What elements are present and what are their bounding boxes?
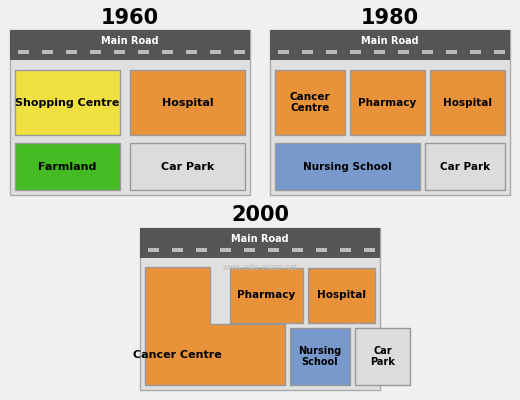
Bar	[398, 50, 409, 54]
Text: Main Road: Main Road	[101, 36, 159, 46]
Bar	[42, 50, 53, 54]
Text: Hospital: Hospital	[443, 98, 492, 108]
Text: Hospital: Hospital	[317, 290, 366, 300]
Bar	[275, 70, 345, 135]
Bar	[270, 30, 510, 60]
Text: Cancer
Centre: Cancer Centre	[290, 92, 330, 113]
Text: Main Road: Main Road	[231, 234, 289, 244]
Bar	[350, 50, 361, 54]
Bar	[138, 50, 149, 54]
Text: Nursing
School: Nursing School	[298, 346, 342, 367]
Text: Hospital: Hospital	[162, 98, 213, 108]
Bar	[140, 228, 380, 258]
Bar	[470, 50, 481, 54]
Bar	[18, 50, 29, 54]
Bar	[244, 248, 255, 252]
Bar	[130, 143, 245, 190]
Bar	[430, 70, 505, 135]
Bar	[140, 228, 380, 390]
Text: Car Park: Car Park	[161, 162, 214, 172]
Bar	[162, 50, 173, 54]
Polygon shape	[145, 267, 285, 385]
Bar	[186, 50, 197, 54]
Bar	[268, 248, 279, 252]
Bar	[278, 50, 289, 54]
Text: Shopping Centre: Shopping Centre	[15, 98, 120, 108]
Bar	[210, 50, 221, 54]
Bar	[422, 50, 433, 54]
Bar	[234, 50, 245, 54]
Bar	[302, 50, 313, 54]
Text: Main Road: Main Road	[361, 36, 419, 46]
Text: Pharmacy: Pharmacy	[358, 98, 417, 108]
Text: Car
Park: Car Park	[370, 346, 395, 367]
Bar	[290, 328, 350, 385]
Bar	[275, 143, 420, 190]
Bar	[230, 268, 303, 323]
Text: Car Park: Car Park	[440, 162, 490, 172]
Text: www.ielts-exam.net: www.ielts-exam.net	[222, 264, 298, 272]
Text: 1960: 1960	[101, 8, 159, 28]
Bar	[172, 248, 183, 252]
Bar	[350, 70, 425, 135]
Bar	[355, 328, 410, 385]
Text: 2000: 2000	[231, 205, 289, 225]
Bar	[130, 70, 245, 135]
Bar	[66, 50, 77, 54]
Text: Farmland: Farmland	[38, 162, 97, 172]
Bar	[220, 248, 231, 252]
Bar	[90, 50, 101, 54]
Bar	[316, 248, 327, 252]
Bar	[446, 50, 457, 54]
Bar	[340, 248, 351, 252]
Bar	[292, 248, 303, 252]
Bar	[15, 70, 120, 135]
Text: Pharmacy: Pharmacy	[237, 290, 296, 300]
Bar	[10, 30, 250, 60]
Text: Cancer Centre: Cancer Centre	[133, 350, 222, 360]
Bar	[425, 143, 505, 190]
Bar	[148, 248, 159, 252]
Bar	[10, 30, 250, 195]
Bar	[494, 50, 505, 54]
Bar	[15, 143, 120, 190]
Bar	[374, 50, 385, 54]
Bar	[326, 50, 337, 54]
Bar	[364, 248, 375, 252]
Bar	[308, 268, 375, 323]
Text: 1980: 1980	[361, 8, 419, 28]
Bar	[114, 50, 125, 54]
Text: Nursing School: Nursing School	[303, 162, 392, 172]
Bar	[196, 248, 207, 252]
Bar	[270, 30, 510, 195]
